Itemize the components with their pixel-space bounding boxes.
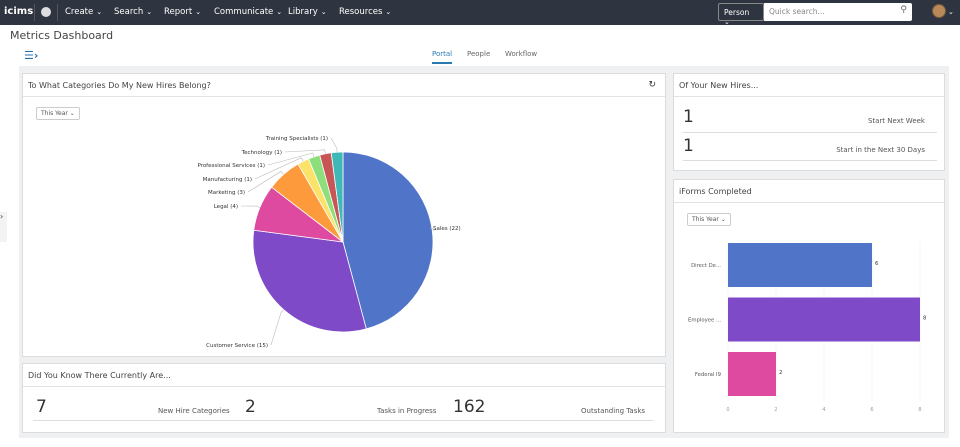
panel-title: Did You Know There Currently Are... — [23, 364, 665, 387]
search-placeholder: Quick search... — [769, 7, 825, 16]
pie-leader-line — [254, 157, 304, 180]
divider — [34, 4, 35, 21]
panel-title: To What Categories Do My New Hires Belon… — [23, 74, 665, 97]
menu-label: Communicate — [214, 7, 274, 17]
stat-label: Outstanding Tasks — [581, 407, 646, 415]
pie-leader-line — [429, 227, 437, 231]
pie-slice — [330, 151, 344, 243]
menu-communicate[interactable]: Communicate ⌄ — [214, 7, 282, 17]
menu-label: Report — [164, 7, 193, 17]
chevron-down-icon: ⌄ — [146, 8, 153, 16]
pie-slice — [342, 151, 434, 330]
pie-chart: Sales (22) Customer Service (15) Legal (4)… — [197, 136, 461, 349]
stat-value: 7 — [36, 397, 47, 417]
search-icon[interactable]: ⚲ — [900, 5, 907, 15]
search-type-select[interactable]: Person ⌄ — [718, 3, 764, 26]
x-tick-label: 8 — [918, 407, 921, 413]
pie-label: Professional Services (1) — [197, 163, 265, 169]
chevron-down-icon: ⌄ — [724, 18, 730, 26]
search-type-label: Person — [724, 8, 750, 17]
refresh-icon[interactable]: ↻ — [648, 80, 656, 90]
bar — [728, 352, 776, 396]
x-tick-label: 2 — [774, 407, 777, 413]
page-title: Metrics Dashboard — [10, 29, 114, 42]
chevron-down-icon: ⌄ — [276, 8, 283, 16]
chevron-down-icon: ⌄ — [96, 8, 103, 16]
menu-label: Resources — [339, 7, 383, 17]
new-hires-panel: Of Your New Hires... 1 Start Next Week 1… — [673, 73, 945, 171]
pie-label: Manufacturing (1) — [203, 177, 252, 183]
avatar[interactable] — [932, 4, 946, 18]
menu-label: Search — [114, 7, 144, 17]
top-nav: icims Create ⌄ Search ⌄ Report ⌄ Communicat… — [0, 0, 960, 26]
stat-row: 7 New Hire Categories 2 Tasks in Progres… — [33, 397, 653, 421]
divider — [57, 4, 58, 21]
y-category-label: Federal I9 — [695, 372, 721, 378]
y-category-label: Employee ... — [688, 318, 721, 324]
pie-label: Customer Service (15) — [206, 343, 268, 349]
y-category-label: Direct De... — [691, 263, 721, 269]
menu-library[interactable]: Library ⌄ — [288, 7, 327, 17]
bar — [728, 297, 920, 342]
tab-people[interactable]: People — [467, 50, 491, 58]
bar-chart: 0 2 4 6 8 Direct De... 6 Employee ... 8 Federal I… — [688, 241, 927, 413]
pie-label: Legal (4) — [214, 204, 238, 210]
chevron-down-icon: ⌄ — [320, 8, 327, 16]
chevron-down-icon: ⌄ — [195, 8, 202, 16]
period-dropdown[interactable]: This Year ⌄ — [687, 213, 731, 226]
stat-value: 162 — [453, 397, 486, 417]
stat-value: 2 — [245, 397, 256, 417]
pie-panel: To What Categories Do My New Hires Belon… — [22, 73, 666, 357]
pie-leader-line — [270, 309, 284, 346]
stat-label: Start in the Next 30 Days — [836, 146, 925, 154]
pie-leader-line — [267, 152, 315, 166]
pie-leader-line — [284, 149, 326, 154]
pie-leader-line — [240, 205, 260, 208]
did-you-know-panel: Did You Know There Currently Are... 7 Ne… — [22, 363, 666, 433]
stat-row: 1 Start Next Week — [683, 107, 937, 133]
bar — [728, 243, 872, 287]
bar-value-label: 2 — [779, 370, 782, 376]
stat-label: New Hire Categories — [158, 407, 230, 415]
pie-label: Training Specialists (1) — [265, 136, 328, 142]
panel-title: iForms Completed — [674, 180, 944, 203]
tab-portal[interactable]: Portal — [432, 50, 453, 64]
pie-label: Sales (22) — [433, 226, 461, 232]
panel-title: Of Your New Hires... — [674, 74, 944, 97]
chevron-down-icon[interactable]: ⌄ — [948, 8, 954, 16]
side-panel-expand-icon[interactable]: › — [0, 212, 7, 242]
stat-row: 1 Start in the Next 30 Days — [683, 136, 937, 161]
dropdown-label: This Year — [41, 110, 68, 117]
quick-search-input[interactable]: Quick search... ⚲ — [764, 3, 912, 21]
period-dropdown[interactable]: This Year ⌄ — [36, 107, 80, 120]
menu-create[interactable]: Create ⌄ — [65, 7, 102, 17]
x-tick-label: 6 — [870, 407, 873, 413]
menu-label: Library — [288, 7, 318, 17]
icims-logo[interactable]: icims — [4, 6, 34, 17]
stat-label: Start Next Week — [867, 117, 925, 125]
bar-value-label: 8 — [923, 316, 927, 322]
menu-report[interactable]: Report ⌄ — [164, 7, 201, 17]
tab-workflow[interactable]: Workflow — [505, 50, 538, 58]
x-tick-label: 0 — [726, 407, 729, 413]
pie-leader-line — [330, 137, 338, 153]
menu-label: Create — [65, 7, 94, 17]
pie-label: Marketing (3) — [208, 190, 245, 196]
stat-value: 1 — [683, 107, 694, 127]
pie-label: Technology (1) — [241, 150, 282, 156]
iforms-panel: iForms Completed This Year ⌄ 0 2 4 6 8 Direct… — [673, 179, 945, 433]
stat-label: Tasks in Progress — [377, 407, 437, 415]
x-tick-label: 4 — [822, 407, 825, 413]
menu-resources[interactable]: Resources ⌄ — [339, 7, 391, 17]
stat-value: 1 — [683, 136, 694, 156]
bar-value-label: 6 — [875, 261, 879, 267]
chevron-down-icon: ⌄ — [385, 8, 392, 16]
dropdown-label: This Year — [692, 216, 719, 223]
menu-search[interactable]: Search ⌄ — [114, 7, 152, 17]
sidebar-toggle-icon[interactable]: ☰› — [24, 49, 39, 62]
pie-slice — [252, 229, 367, 333]
globe-icon[interactable] — [41, 7, 51, 17]
pie-leader-line — [247, 170, 284, 193]
